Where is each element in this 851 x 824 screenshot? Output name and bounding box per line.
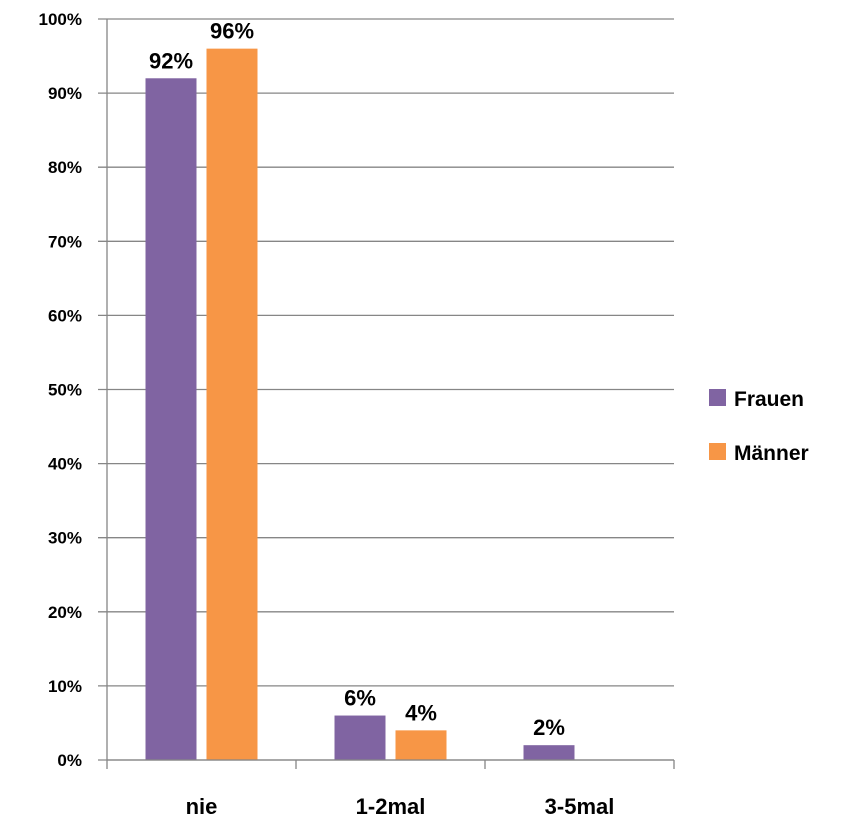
bar-frauen-1 [334,715,386,760]
y-tick-label: 60% [48,306,82,325]
legend-label: Frauen [734,388,804,411]
x-category-label: 1-2mal [356,794,426,819]
y-axis-ticks: 0% 10% 20% 30% 40% 50% 60% 70% 80% 90% 100% [39,10,82,770]
y-tick-label: 80% [48,158,82,177]
y-tick-label: 70% [48,232,82,251]
y-tick-label: 40% [48,455,82,474]
legend-swatch [709,443,726,460]
y-tick-label: 30% [48,529,82,548]
y-tick-label: 50% [48,381,82,400]
data-labels: 92% 96% 6% 4% 2% [149,19,565,741]
bar-frauen-0 [145,78,197,760]
bar-m-nner-0 [206,48,258,760]
legend-label: Männer [734,442,809,465]
legend: Frauen Männer [709,388,809,465]
y-tick-label: 0% [57,751,82,770]
x-category-label: 3-5mal [545,794,615,819]
data-label: 4% [405,700,437,725]
legend-swatch [709,389,726,406]
x-axis: nie 1-2mal 3-5mal [106,19,675,819]
data-label: 2% [533,715,565,740]
data-label: 96% [210,19,254,44]
data-label: 6% [344,686,376,711]
bar-frauen-2 [523,745,575,760]
bar-m-nner-1 [395,730,447,760]
data-label: 92% [149,48,193,73]
x-category-label: nie [186,794,218,819]
bars [145,48,575,760]
y-tick-label: 10% [48,677,82,696]
y-tick-label: 20% [48,603,82,622]
y-tick-label: 90% [48,84,82,103]
y-tick-label: 100% [39,10,82,29]
